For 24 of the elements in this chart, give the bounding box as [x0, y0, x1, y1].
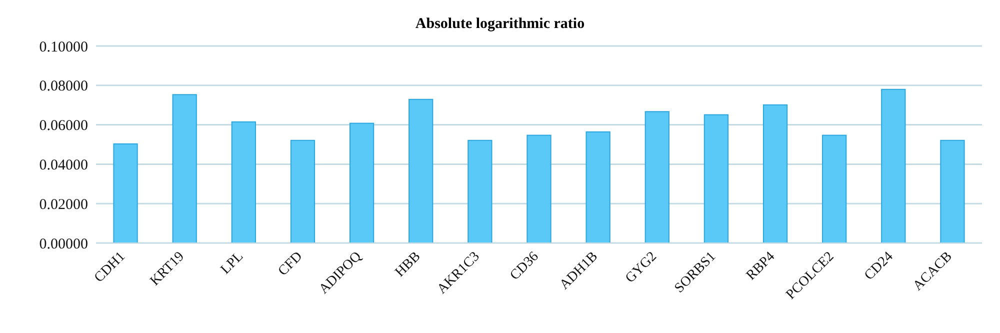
x-tick-label: LPL [218, 249, 246, 278]
bar [644, 111, 670, 243]
y-tick-label: 0.06000 [39, 118, 88, 134]
bar [113, 143, 138, 243]
bar [762, 104, 788, 243]
bar [172, 94, 197, 243]
y-tick-label: 0.04000 [39, 158, 88, 174]
y-tick-label: 0.10000 [39, 39, 88, 56]
bar [940, 140, 965, 243]
bar [526, 134, 552, 243]
bar [468, 140, 492, 243]
bar [822, 134, 847, 243]
y-tick-label: 0.08000 [39, 78, 88, 95]
bar [290, 140, 316, 243]
bar [349, 122, 374, 243]
y-tick-label: 0.00000 [39, 236, 88, 252]
bar [704, 114, 729, 243]
y-tick-label: 0.02000 [39, 196, 88, 213]
chart-title: Absolute logarithmic ratio [414, 15, 586, 34]
bar [408, 98, 434, 243]
bar [586, 131, 610, 243]
bar [881, 88, 906, 243]
bar [231, 121, 256, 243]
x-tick-label: CFD [276, 249, 306, 280]
